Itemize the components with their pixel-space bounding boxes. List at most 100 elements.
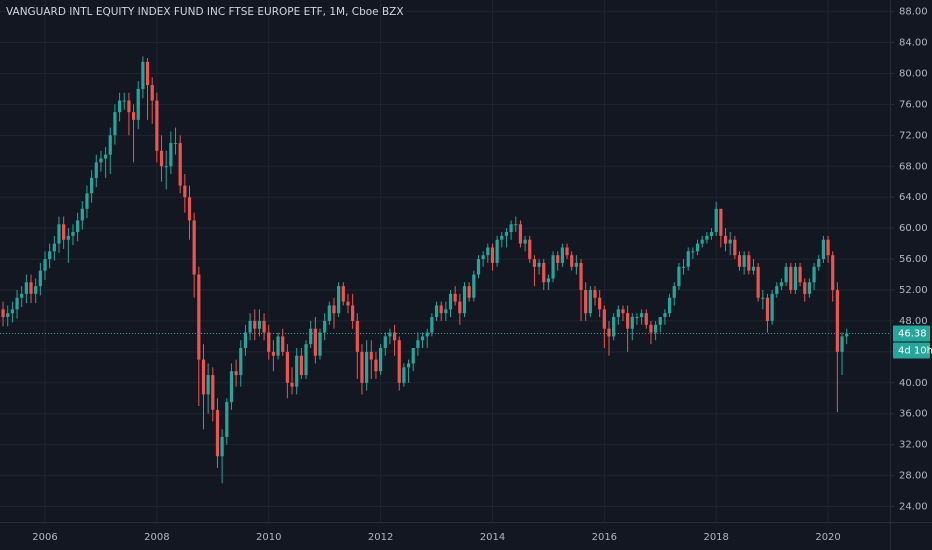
candle-body (113, 112, 117, 136)
x-tick-label: 2006 (32, 532, 57, 543)
candle-body (383, 336, 387, 348)
candle-body (425, 332, 429, 337)
candle-body (420, 336, 425, 341)
candle-body (807, 282, 812, 294)
x-tick-label: 2018 (703, 532, 728, 543)
candle-body (453, 293, 457, 302)
candle-body (285, 351, 289, 383)
candle-body (309, 328, 313, 345)
candle-body (127, 100, 131, 113)
candle-body (719, 208, 723, 236)
candle-body (197, 274, 201, 360)
candle-body (490, 247, 495, 263)
candle-body (215, 409, 220, 457)
candle-body (243, 332, 248, 348)
candle-body (681, 266, 686, 268)
candle-body (845, 333, 849, 337)
y-tick-label: 80.00 (899, 68, 928, 79)
candle-body (360, 351, 364, 383)
candle-body (709, 232, 714, 236)
candle-body (504, 232, 509, 236)
candle-body (737, 255, 742, 267)
candle-body (434, 305, 439, 318)
candle-body (616, 309, 620, 318)
candle-body (351, 305, 355, 321)
x-tick-label: 2010 (256, 532, 281, 543)
candle-body (117, 100, 122, 113)
candle-body (355, 320, 359, 352)
candle-body (518, 224, 523, 244)
candle-body (369, 351, 373, 360)
candle-body (826, 239, 830, 256)
candle-body (57, 224, 61, 244)
candle-body (234, 371, 238, 376)
overlay: 46.38 4d 10h (0, 325, 932, 359)
candle-body (579, 262, 583, 290)
candle-body (10, 309, 14, 314)
candle-body (821, 239, 825, 260)
candle-body (15, 297, 19, 310)
candle-body (131, 112, 136, 120)
candle-body (155, 100, 159, 151)
candle-body (761, 297, 765, 299)
candle-body (136, 88, 140, 120)
candle-body (201, 359, 206, 395)
candle-body (281, 336, 285, 352)
candle-body (700, 239, 704, 244)
x-tick-label: 2014 (480, 532, 505, 543)
candle-body (714, 208, 718, 232)
y-tick-label: 56.00 (899, 254, 928, 265)
candle-body (658, 317, 662, 325)
candle-body (672, 286, 676, 298)
candle-body (318, 332, 322, 356)
candle-body (649, 324, 653, 333)
candle-body (402, 367, 406, 383)
candle-body (551, 255, 555, 279)
x-tick-label: 2008 (144, 532, 169, 543)
candle-body (546, 278, 550, 283)
candle-body (173, 143, 178, 145)
candle-body (556, 255, 560, 263)
candle-body (439, 305, 443, 314)
candle-body (723, 235, 728, 244)
y-tick-label: 32.00 (899, 440, 928, 451)
candle-body (644, 313, 648, 325)
candle-body (267, 332, 271, 352)
candle-body (141, 61, 145, 89)
candle-body (663, 313, 667, 318)
candle-body (462, 286, 467, 314)
candle-body (187, 197, 192, 221)
countdown-box (893, 342, 930, 359)
candle-body (397, 340, 401, 383)
y-tick-label: 52.00 (899, 285, 928, 296)
candle-body (271, 351, 275, 356)
candle-body (472, 274, 476, 298)
candle-body (765, 297, 770, 321)
candle-body (784, 266, 788, 283)
candle-body (327, 305, 331, 321)
candle-body (542, 262, 546, 283)
candle-body (80, 208, 84, 221)
candle-body (90, 177, 94, 194)
candle-body (598, 297, 602, 310)
candle-body (695, 243, 700, 252)
candle-body (803, 282, 807, 294)
candle-body (728, 239, 732, 244)
candle-body (635, 317, 639, 319)
candle-body (164, 166, 168, 168)
candle-body (528, 239, 532, 260)
candle-body (332, 305, 336, 314)
candle-body (835, 290, 839, 352)
candle-body (691, 251, 695, 253)
candle-body (253, 320, 257, 329)
candle-body (621, 309, 625, 314)
candle-body (341, 286, 345, 302)
candle-body (29, 282, 33, 294)
candle-body (122, 100, 126, 102)
candle-body (840, 336, 844, 352)
candle-body (71, 232, 75, 236)
candle-body (43, 259, 47, 271)
candle-body (52, 243, 56, 252)
candle-body (346, 301, 350, 306)
